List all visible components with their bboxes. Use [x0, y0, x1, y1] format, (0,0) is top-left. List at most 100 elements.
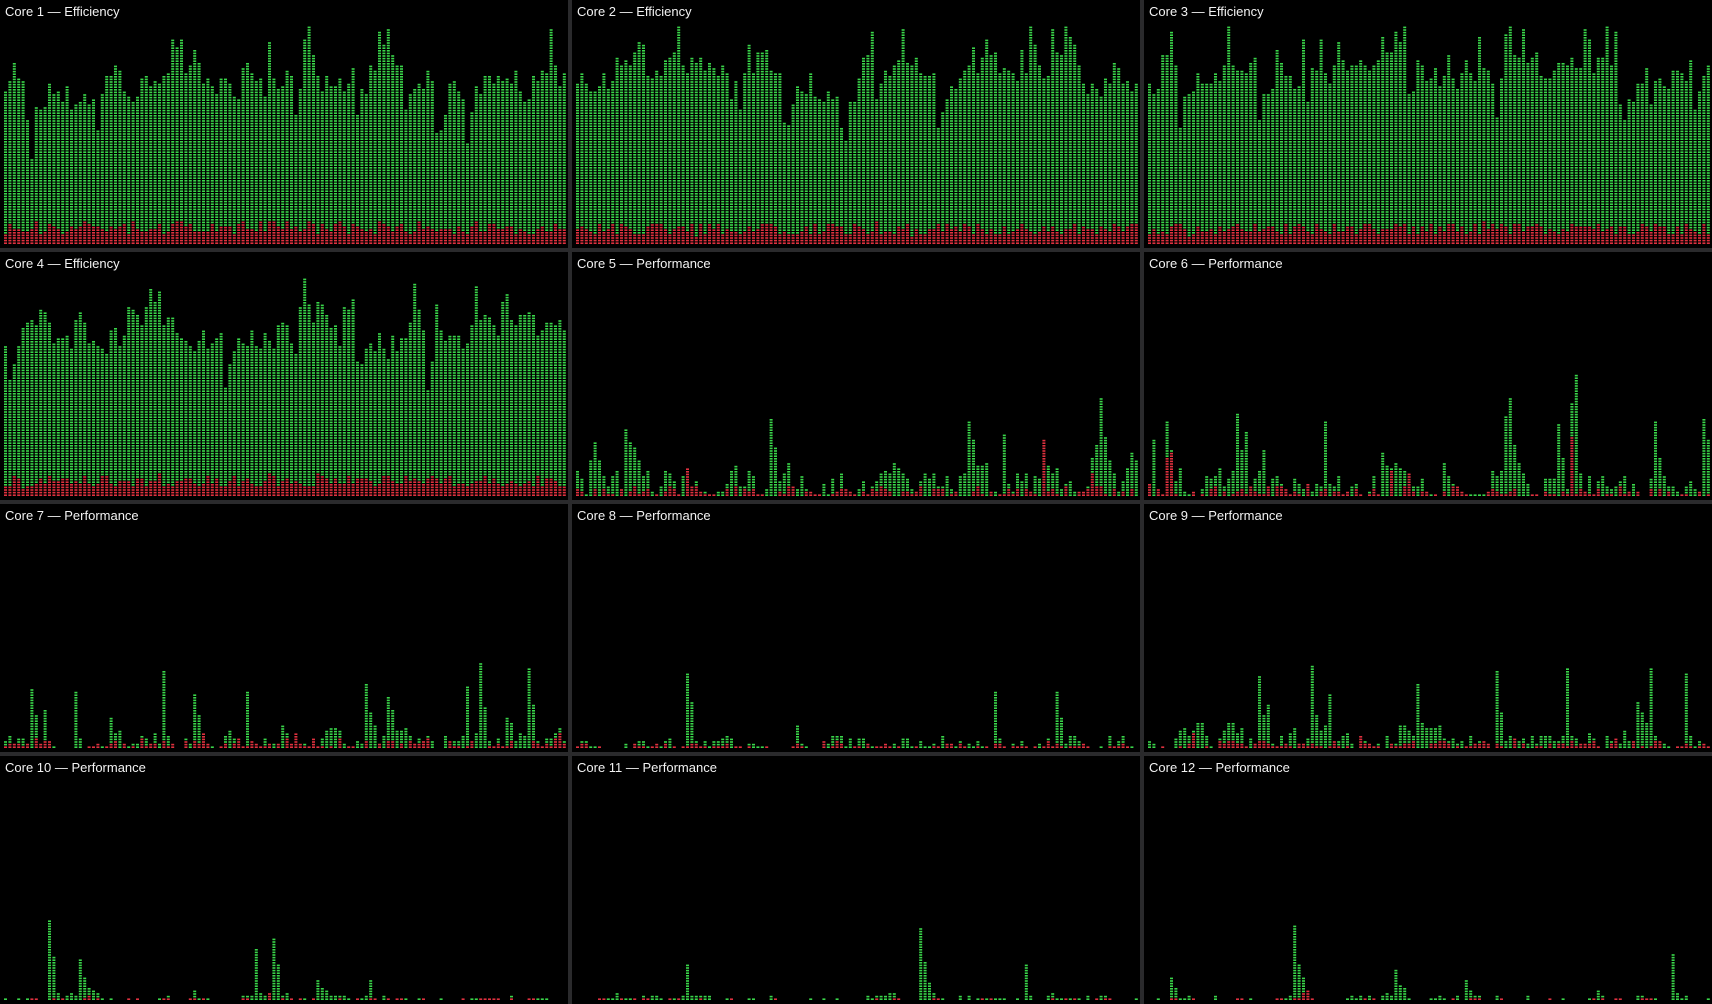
user-dot: [136, 185, 139, 187]
user-dot: [197, 122, 201, 125]
user-dot: [144, 107, 148, 109]
user-dot: [246, 156, 249, 159]
user-dot: [158, 146, 161, 148]
user-dot: [149, 226, 153, 229]
user-dot: [290, 112, 293, 114]
user-dot: [224, 154, 227, 156]
user-dot: [215, 221, 219, 224]
user-dot: [281, 156, 285, 159]
user-dot: [153, 156, 157, 159]
user-dot: [215, 120, 219, 122]
system-dot: [83, 239, 87, 242]
user-dot: [281, 99, 285, 101]
user-dot: [48, 135, 51, 138]
user-dot: [39, 200, 43, 203]
user-dot: [12, 81, 16, 83]
user-dot: [268, 213, 271, 216]
user-dot: [290, 128, 293, 130]
user-dot: [162, 219, 166, 221]
user-dot: [30, 177, 34, 179]
user-dot: [140, 141, 144, 143]
user-dot: [193, 91, 197, 94]
user-dot: [158, 83, 161, 86]
system-dot: [122, 239, 126, 242]
user-dot: [78, 159, 82, 161]
user-dot: [303, 141, 307, 143]
user-dot: [48, 109, 51, 112]
user-dot: [272, 219, 276, 221]
user-dot: [268, 141, 271, 143]
user-dot: [92, 104, 95, 107]
system-dot: [307, 226, 311, 229]
user-dot: [215, 99, 219, 101]
user-dot: [100, 224, 104, 226]
user-dot: [237, 99, 241, 101]
user-dot: [334, 174, 337, 177]
user-dot: [329, 187, 333, 190]
user-dot: [87, 193, 91, 195]
user-dot: [184, 154, 188, 156]
user-dot: [272, 109, 276, 112]
user-dot: [281, 182, 285, 185]
user-dot: [17, 193, 21, 195]
user-dot: [281, 200, 285, 203]
user-dot: [188, 143, 192, 146]
user-dot: [290, 91, 293, 94]
user-dot: [272, 172, 276, 174]
history-column: [114, 65, 117, 244]
user-dot: [193, 138, 197, 140]
user-dot: [56, 107, 60, 109]
user-dot: [180, 190, 183, 192]
user-dot: [210, 203, 214, 205]
system-dot: [12, 232, 16, 234]
system-dot: [188, 226, 192, 229]
user-dot: [140, 117, 144, 120]
user-dot: [325, 213, 329, 216]
user-dot: [290, 200, 293, 203]
user-dot: [144, 96, 148, 99]
user-dot: [70, 125, 73, 127]
system-dot: [303, 234, 307, 237]
system-dot: [197, 242, 201, 244]
user-dot: [153, 83, 157, 86]
user-dot: [272, 135, 276, 138]
user-dot: [338, 78, 342, 81]
system-dot: [78, 226, 82, 229]
user-dot: [171, 65, 175, 68]
user-dot: [144, 154, 148, 156]
user-dot: [210, 182, 214, 185]
user-dot: [8, 91, 12, 94]
user-dot: [254, 115, 258, 117]
user-dot: [316, 200, 320, 203]
user-dot: [303, 224, 307, 226]
user-dot: [162, 125, 166, 127]
user-dot: [180, 159, 183, 161]
user-dot: [246, 177, 249, 179]
user-dot: [197, 81, 201, 83]
user-dot: [338, 89, 342, 91]
user-dot: [34, 200, 38, 203]
user-dot: [219, 117, 223, 120]
user-dot: [92, 128, 95, 130]
user-dot: [70, 143, 73, 146]
user-dot: [263, 193, 267, 195]
user-dot: [162, 154, 166, 156]
user-dot: [4, 146, 7, 148]
user-dot: [303, 143, 307, 146]
user-dot: [312, 172, 315, 174]
user-dot: [175, 70, 179, 73]
user-dot: [320, 203, 324, 205]
user-dot: [118, 96, 122, 99]
user-dot: [144, 148, 148, 151]
user-dot: [171, 91, 175, 94]
user-dot: [294, 187, 298, 190]
user-dot: [8, 208, 12, 211]
user-dot: [202, 213, 205, 216]
user-dot: [87, 128, 91, 130]
user-dot: [175, 91, 179, 94]
user-dot: [4, 109, 7, 112]
user-dot: [12, 193, 16, 195]
user-dot: [254, 99, 258, 101]
user-dot: [8, 143, 12, 146]
user-dot: [197, 96, 201, 99]
